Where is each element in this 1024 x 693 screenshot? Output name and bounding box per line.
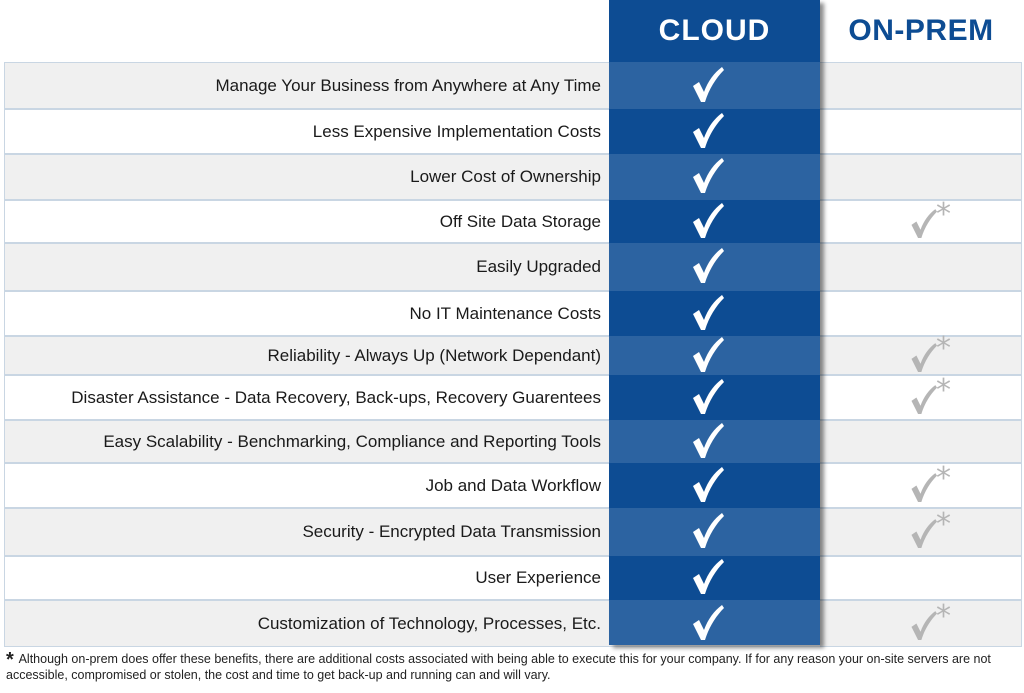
cloud-row-band: [609, 154, 820, 200]
checkmark-icon: [693, 559, 724, 594]
table-row: Disaster Assistance - Data Recovery, Bac…: [4, 375, 1022, 420]
checkmark-icon: [693, 158, 724, 193]
checkmark-icon: [693, 336, 724, 372]
checkmark-icon: [693, 66, 724, 102]
gray-checkmark-icon: [911, 342, 937, 372]
row-label: Lower Cost of Ownership: [410, 167, 601, 186]
cloud-column: [609, 0, 820, 645]
table-row: User Experience: [4, 556, 1022, 600]
asterisk-icon: *: [936, 196, 951, 232]
asterisk-icon: *: [936, 372, 951, 408]
row-label: Reliability - Always Up (Network Dependa…: [267, 345, 601, 365]
cloud-heading: CLOUD: [658, 14, 771, 47]
cloud-row-band: [609, 62, 820, 109]
row-label: Easy Scalability - Benchmarking, Complia…: [103, 431, 601, 451]
row-label: Less Expensive Implementation Costs: [312, 121, 601, 141]
checkmark-icon: [693, 112, 724, 148]
cloud-row-band: [609, 508, 820, 556]
checkmark-icon: [693, 466, 724, 502]
row-label: Manage Your Business from Anywhere at An…: [215, 75, 601, 95]
table-row: Reliability - Always Up (Network Dependa…: [4, 336, 1022, 375]
row-label: User Experience: [475, 568, 601, 587]
asterisk-icon: *: [936, 507, 951, 542]
gray-checkmark-icon: [911, 384, 937, 414]
checkmark-icon: [693, 202, 724, 238]
table-row: Manage Your Business from Anywhere at An…: [4, 62, 1022, 109]
cloud-row-band: [609, 420, 820, 463]
row-label: Customization of Technology, Processes, …: [257, 613, 601, 633]
gray-checkmark-icon: [911, 519, 937, 548]
cloud-row-band: [609, 336, 820, 375]
asterisk-icon: *: [936, 598, 951, 634]
table-row: Easy Scalability - Benchmarking, Complia…: [4, 420, 1022, 463]
checkmark-icon: [693, 604, 724, 640]
checkmark-icon: [693, 513, 724, 548]
row-label: Security - Encrypted Data Transmission: [302, 522, 601, 541]
checkmark-icon: [693, 378, 724, 414]
footnote: * Although on-prem does offer these bene…: [6, 649, 1018, 683]
row-label: Off Site Data Storage: [439, 211, 601, 231]
cloud-row-band: [609, 243, 820, 291]
table-row: Customization of Technology, Processes, …: [4, 600, 1022, 647]
cloud-row-band: [609, 600, 820, 647]
table-row: Lower Cost of Ownership: [4, 154, 1022, 200]
onprem-heading: ON-PREM: [848, 14, 994, 47]
table-row: Off Site Data Storage: [4, 200, 1022, 243]
asterisk-icon: *: [936, 460, 951, 496]
gray-checkmark-icon: [911, 472, 937, 502]
row-label: Job and Data Workflow: [425, 475, 601, 495]
gray-checkmark-icon: [911, 610, 937, 640]
checkmark-icon: [693, 294, 724, 330]
row-label: Disaster Assistance - Data Recovery, Bac…: [71, 387, 601, 407]
gray-checkmark-icon: [911, 208, 937, 238]
row-label: No IT Maintenance Costs: [409, 303, 602, 323]
asterisk-icon: *: [936, 330, 951, 366]
table-row: Easily Upgraded: [4, 243, 1022, 291]
table-row: Less Expensive Implementation Costs: [4, 109, 1022, 154]
table-row: No IT Maintenance Costs: [4, 291, 1022, 336]
row-label: Easily Upgraded: [476, 257, 601, 276]
table-row: Job and Data Workflow: [4, 463, 1022, 508]
table-row: Security - Encrypted Data Transmission: [4, 508, 1022, 556]
checkmark-icon: [693, 248, 724, 283]
footnote-text: Although on-prem does offer these benefi…: [6, 652, 991, 682]
checkmark-icon: [693, 422, 724, 458]
footnote-asterisk: *: [6, 649, 14, 671]
